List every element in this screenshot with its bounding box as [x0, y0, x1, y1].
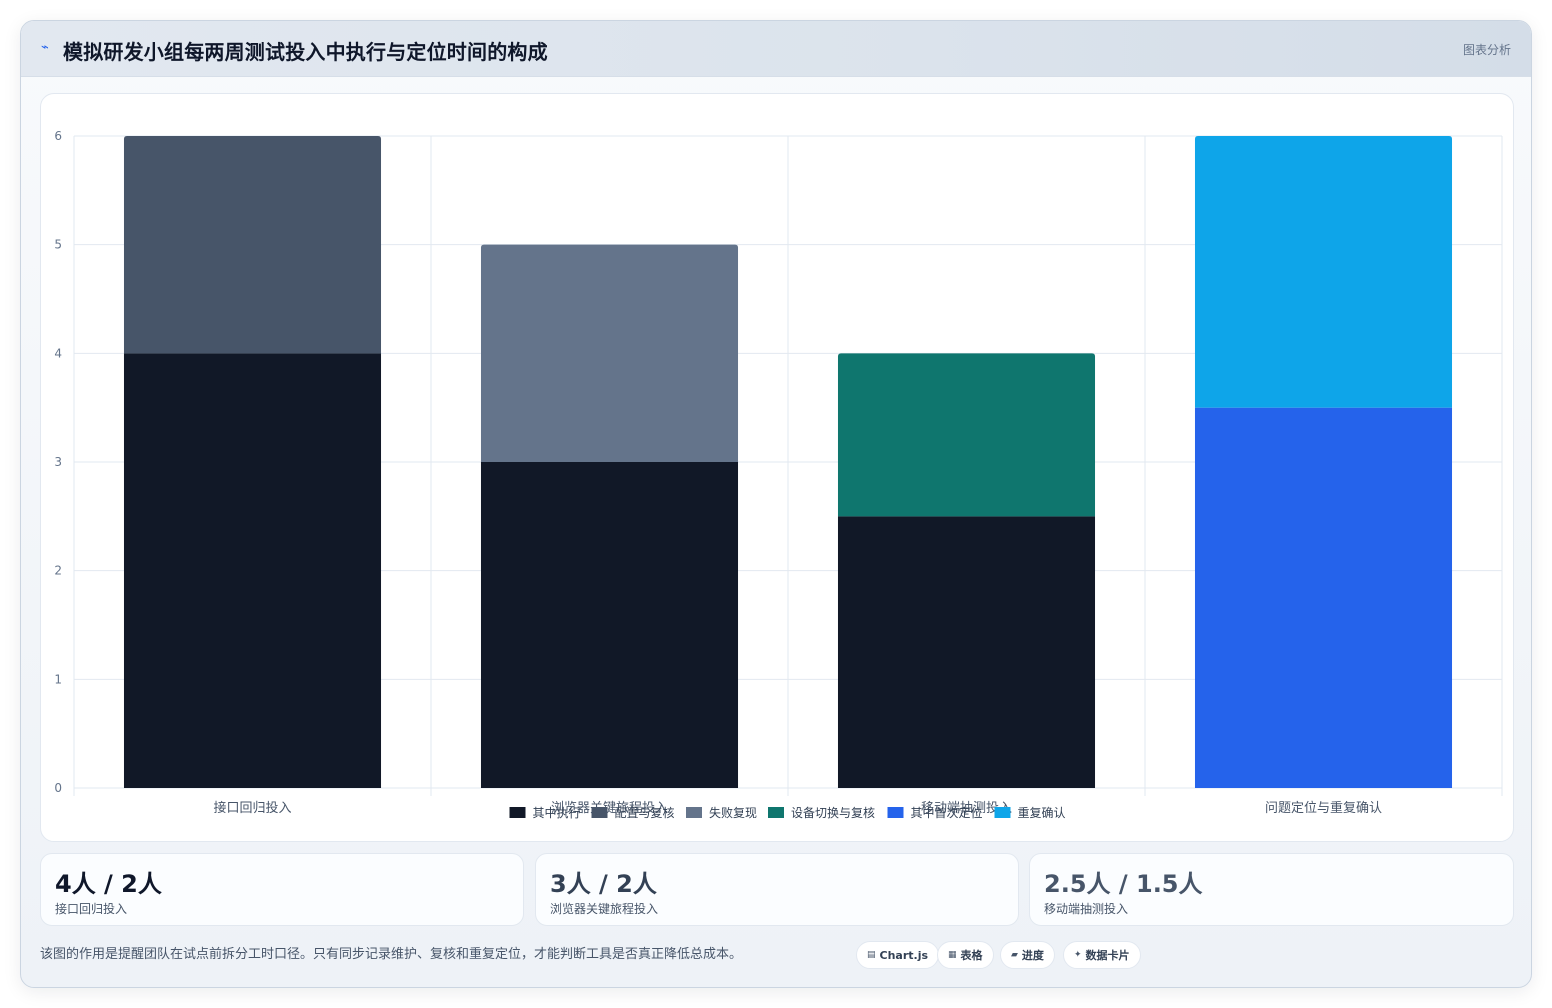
stat-value: 3人 / 2人: [550, 870, 657, 898]
card-icon: ✦: [1074, 950, 1082, 960]
chart-icon: ▤: [867, 950, 876, 960]
chip-chartjs[interactable]: ▤ Chart.js: [856, 941, 940, 969]
bar-segment: [1194, 407, 1453, 788]
y-tick-label: 4: [54, 346, 62, 360]
bar-segment: [123, 353, 382, 788]
y-tick-label: 0: [54, 781, 62, 795]
bar-segment: [1194, 136, 1453, 408]
footnote: 该图的作用是提醒团队在试点前拆分工时口径。只有同步记录维护、复核和重复定位，才能…: [40, 947, 743, 962]
y-tick-label: 5: [54, 238, 62, 252]
y-tick-label: 2: [54, 564, 62, 578]
legend-label: 设备切换与复核: [791, 806, 875, 820]
chart-analysis-badge: 图表分析: [1462, 43, 1511, 57]
legend-swatch: [591, 807, 608, 818]
chart-line-icon: ⌁: [41, 40, 49, 55]
y-tick-label: 1: [54, 672, 62, 686]
legend-swatch: [768, 807, 784, 818]
table-icon: ▦: [948, 950, 957, 960]
x-tick-label: 浏览器关键旅程投入: [551, 800, 668, 816]
progress-icon: ▰: [1011, 950, 1018, 960]
legend-swatch: [509, 807, 526, 818]
stat-card: 4人 / 2人 接口回归投入: [40, 853, 524, 926]
chip-label: 进度: [1021, 949, 1044, 962]
legend-label: 其中首次定位: [911, 805, 983, 820]
chip-label: Chart.js: [879, 948, 929, 962]
x-tick-label: 问题定位与重复确认: [1265, 800, 1382, 816]
stat-value: 4人 / 2人: [55, 870, 162, 898]
x-tick-label: 移动端抽测投入: [921, 800, 1012, 816]
stat-card: 2.5人 / 1.5人 移动端抽测投入: [1029, 853, 1514, 926]
chip-label: 数据卡片: [1085, 949, 1130, 962]
bar-segment: [480, 244, 739, 462]
legend-label: 配置与复核: [615, 806, 675, 820]
page-title: 模拟研发小组每两周测试投入中执行与定位时间的构成: [63, 40, 548, 64]
chip-table[interactable]: ▦ 表格: [937, 941, 994, 969]
header: ⌁ 模拟研发小组每两周测试投入中执行与定位时间的构成 图表分析: [21, 21, 1531, 77]
stat-value: 2.5人 / 1.5人: [1044, 870, 1203, 898]
legend-label: 失败复现: [709, 805, 757, 820]
x-tick-label: 接口回归投入: [213, 800, 291, 816]
bar-segment: [837, 516, 1096, 788]
chip-data-card[interactable]: ✦ 数据卡片: [1063, 941, 1141, 969]
legend-swatch: [887, 807, 904, 818]
bar-segment: [123, 136, 382, 354]
stat-card: 3人 / 2人 浏览器关键旅程投入: [535, 853, 1019, 926]
chip-progress[interactable]: ▰ 进度: [1000, 941, 1055, 969]
legend-label: 重复确认: [1018, 806, 1066, 820]
bar-segment: [837, 353, 1096, 517]
stat-label: 浏览器关键旅程投入: [550, 902, 659, 916]
stat-label: 移动端抽测投入: [1044, 902, 1129, 916]
stat-label: 接口回归投入: [55, 902, 128, 916]
y-tick-label: 3: [54, 455, 62, 469]
report-frame: ⌁ 模拟研发小组每两周测试投入中执行与定位时间的构成 图表分析 0 1 2 3 4 5 6 接…: [20, 20, 1532, 988]
y-tick-label: 6: [54, 129, 62, 143]
stacked-bar-chart: 0 1 2 3 4 5 6 接口回归投入 浏览器关键旅程投入 移动端抽测投入 问题定位与重复确认 其中…: [54, 129, 1503, 820]
chart-card: 0 1 2 3 4 5 6 接口回归投入 浏览器关键旅程投入 移动端抽测投入 问题定位与重复确认 其中…: [40, 93, 1514, 842]
bar-segment: [480, 462, 739, 788]
legend-swatch: [994, 807, 1011, 818]
legend-label: 其中执行: [533, 805, 581, 820]
chip-label: 表格: [960, 949, 983, 962]
legend-swatch: [686, 807, 702, 818]
